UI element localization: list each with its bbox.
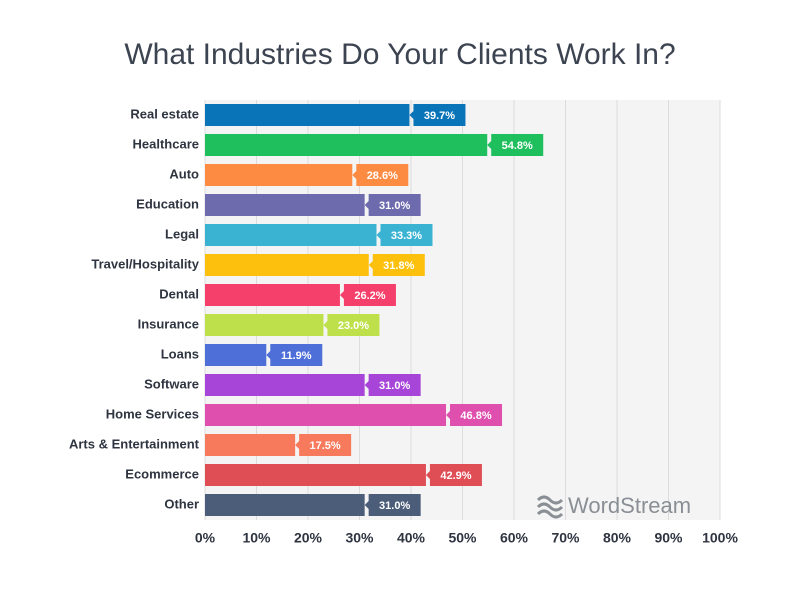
value-label-box xyxy=(364,494,421,516)
y-tick-label: Auto xyxy=(169,166,199,181)
value-label: 31.8% xyxy=(383,260,414,272)
y-tick-label: Insurance xyxy=(138,316,199,331)
bar xyxy=(205,464,426,486)
value-label: 42.9% xyxy=(440,470,471,482)
value-label: 46.8% xyxy=(460,410,491,422)
y-tick-label: Legal xyxy=(165,226,199,241)
value-label: 31.0% xyxy=(379,500,410,512)
value-label: 11.9% xyxy=(281,350,312,362)
bar xyxy=(205,434,296,456)
x-tick-label: 90% xyxy=(654,530,683,546)
x-tick-label: 100% xyxy=(702,530,738,546)
bar xyxy=(205,194,365,216)
bar xyxy=(205,374,365,396)
value-label-box xyxy=(446,404,503,426)
value-label-box xyxy=(339,284,396,306)
value-label-box xyxy=(364,374,421,396)
watermark-text: WordStream xyxy=(568,493,691,518)
value-label: 33.3% xyxy=(391,230,422,242)
x-tick-label: 80% xyxy=(603,530,632,546)
bar xyxy=(205,224,377,246)
bar xyxy=(205,254,369,276)
y-tick-label: Software xyxy=(144,376,199,391)
bar xyxy=(205,104,410,126)
value-label: 31.0% xyxy=(379,380,410,392)
y-tick-label: Loans xyxy=(161,346,199,361)
value-label-box xyxy=(409,104,466,126)
bar xyxy=(205,134,488,156)
bar xyxy=(205,344,267,366)
value-label-box xyxy=(376,224,433,246)
y-tick-label: Arts & Entertainment xyxy=(69,436,200,451)
value-label-box xyxy=(266,344,323,366)
value-label: 31.0% xyxy=(379,200,410,212)
x-tick-label: 60% xyxy=(500,530,529,546)
value-label: 26.2% xyxy=(354,290,385,302)
value-label-box xyxy=(323,314,380,336)
bar xyxy=(205,164,353,186)
y-tick-label: Dental xyxy=(159,286,199,301)
value-label: 39.7% xyxy=(424,110,455,122)
value-label: 23.0% xyxy=(338,320,369,332)
bar xyxy=(205,284,340,306)
x-tick-label: 0% xyxy=(195,530,216,546)
value-label: 54.8% xyxy=(502,140,533,152)
x-tick-label: 50% xyxy=(448,530,477,546)
chart-title: What Industries Do Your Clients Work In? xyxy=(124,38,675,71)
value-label-box xyxy=(368,254,425,276)
x-tick-label: 40% xyxy=(397,530,426,546)
watermark: WordStream xyxy=(536,493,691,519)
y-tick-label: Ecommerce xyxy=(125,466,199,481)
x-tick-label: 10% xyxy=(242,530,271,546)
y-tick-label: Education xyxy=(136,196,199,211)
value-label-box xyxy=(487,134,544,156)
bar xyxy=(205,404,447,426)
y-tick-label: Healthcare xyxy=(133,136,199,151)
bar xyxy=(205,494,365,516)
y-tick-label: Home Services xyxy=(106,406,199,421)
value-label-box xyxy=(364,194,421,216)
value-label: 28.6% xyxy=(367,170,398,182)
x-tick-label: 70% xyxy=(551,530,580,546)
value-label-box xyxy=(352,164,409,186)
value-label: 17.5% xyxy=(310,440,341,452)
y-tick-label: Travel/Hospitality xyxy=(91,256,199,271)
x-tick-label: 20% xyxy=(294,530,323,546)
bar xyxy=(205,314,324,336)
x-tick-label: 30% xyxy=(345,530,374,546)
value-label-box xyxy=(425,464,482,486)
watermark-icon xyxy=(536,495,564,519)
y-tick-label: Other xyxy=(164,496,199,511)
value-label-box xyxy=(295,434,352,456)
y-tick-label: Real estate xyxy=(130,106,199,121)
